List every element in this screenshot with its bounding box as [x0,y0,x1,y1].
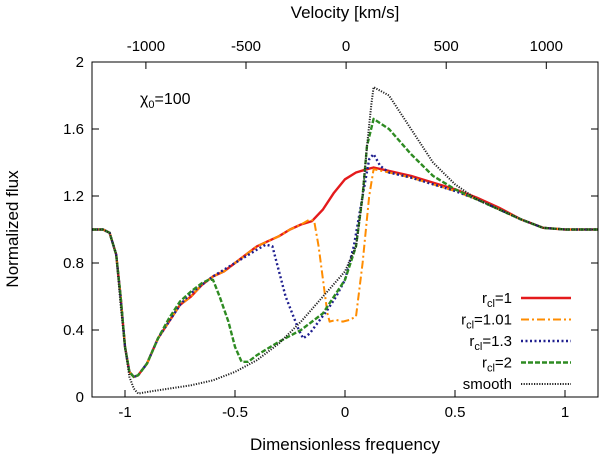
y-tick-label: 1.6 [63,121,84,138]
top-tick-label: -500 [231,38,261,55]
axis-ticks [92,61,598,398]
tick-labels: -1 -0.5 0 0.5 1 0 0.4 0.8 1.2 1.6 2 -1000 -500 0 500 10… [63,38,569,421]
x-tick-label: 1 [561,404,569,421]
series-lines [92,86,598,395]
series-line-3 [92,152,598,379]
x-axis-label: Dimensionless frequency [250,435,440,454]
top-tick-label: 0 [342,38,350,55]
y-axis-label: Normalized flux [3,170,22,288]
y-tick-label: 0.4 [63,322,84,339]
top-axis-label: Velocity [km/s] [291,3,400,22]
chi-annotation: χ0=100 [140,91,191,111]
top-tick-label: 1000 [530,38,563,55]
legend-label-1: rcl=1 [482,290,512,310]
series-line-4 [92,117,598,379]
plot-frame [91,61,599,398]
x-tick-label: 0.5 [445,404,466,421]
legend-label-4: rcl=2 [482,355,512,375]
x-tick-label: 0 [341,404,349,421]
y-tick-label: 0 [76,389,84,406]
legend-label-3: rcl=1.3 [469,333,512,353]
y-tick-label: 1.2 [63,188,84,205]
legend-label-5: smooth [463,376,512,393]
x-tick-label: -0.5 [222,404,248,421]
y-tick-label: 0.8 [63,255,84,272]
top-tick-label: -1000 [127,38,165,55]
top-tick-label: 500 [434,38,459,55]
series-line-5 [92,86,598,395]
x-tick-label: -1 [118,404,131,421]
y-tick-label: 2 [76,54,84,71]
series-line-2 [92,168,598,378]
legend-label-2: rcl=1.01 [461,312,512,332]
